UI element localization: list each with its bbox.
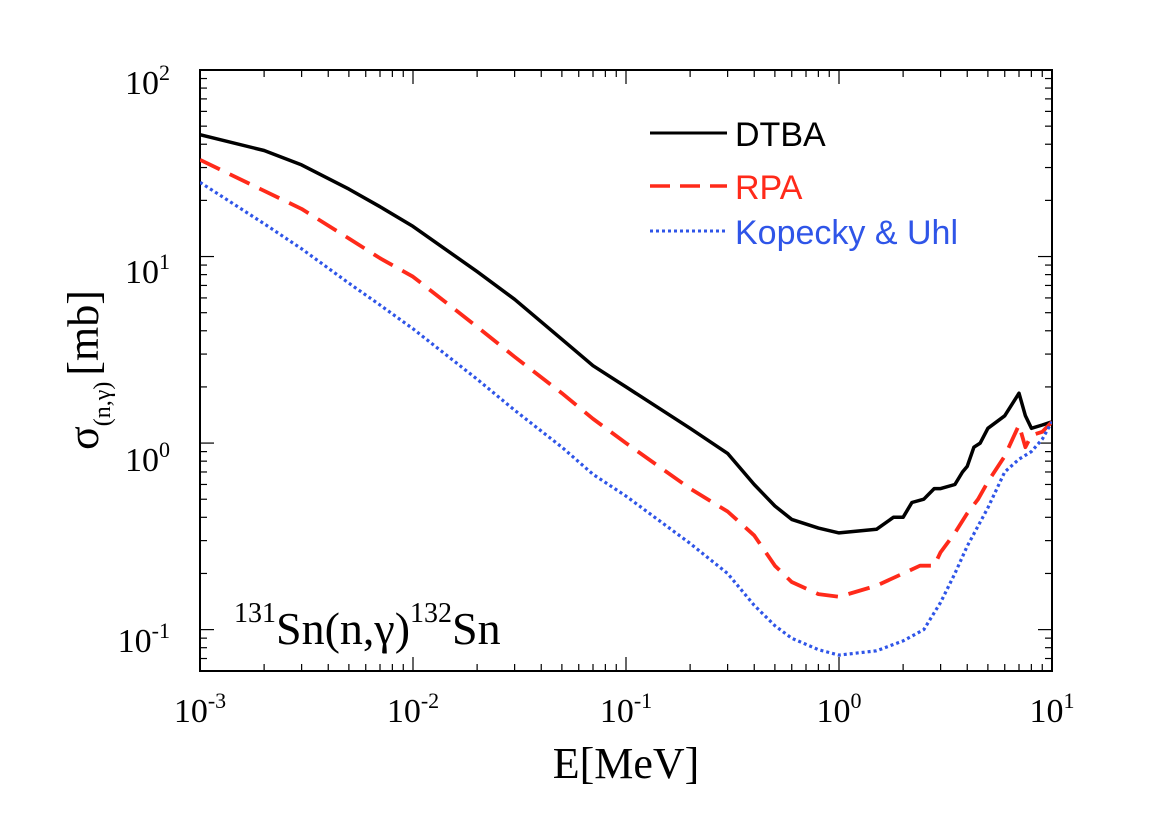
x-tick-label: 10-3: [174, 688, 226, 730]
y-tick-label: 101: [125, 249, 170, 291]
legend-label-rpa: RPA: [735, 169, 803, 207]
series-line-dtba: [200, 133, 1052, 535]
plot-area: [199, 69, 1053, 672]
y-tick-label: 100: [125, 437, 170, 479]
legend: DTBA RPA Kopecky & Uhl: [650, 116, 958, 252]
x-tick-label: 10-1: [600, 688, 652, 730]
y-axis-title: σ(n,γ)[mb]: [59, 290, 116, 450]
x-tick-label: 10-2: [387, 688, 439, 730]
x-tick-label: 100: [817, 688, 862, 730]
y-tick-labels: 10-1 100 101 102: [118, 60, 170, 660]
series-line-kopecky-uhl: [200, 180, 1052, 657]
reaction-annotation: 131Sn(n,γ)132Sn: [234, 598, 501, 654]
series-line-rpa: [200, 158, 1052, 599]
x-axis-title: E[MeV]: [553, 739, 700, 788]
y-tick-label: 10-1: [118, 618, 170, 660]
series-layer: [200, 133, 1052, 657]
legend-label-kopecky-uhl: Kopecky & Uhl: [735, 214, 958, 252]
x-tick-label: 101: [1030, 688, 1075, 730]
legend-label-dtba: DTBA: [735, 116, 826, 154]
y-tick-label: 102: [125, 60, 170, 102]
major-ticks: [199, 70, 1052, 671]
x-tick-labels: 10-3 10-2 10-1 100 101: [174, 688, 1075, 730]
minor-ticks: [200, 70, 1052, 672]
